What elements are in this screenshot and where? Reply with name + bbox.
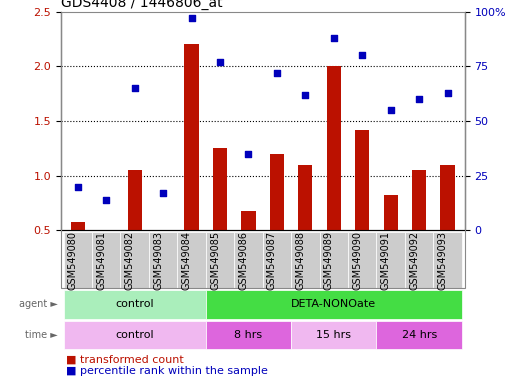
Point	[301, 92, 309, 98]
Point	[386, 107, 395, 113]
Bar	[355, 130, 370, 285]
Text: GDS4408 / 1446806_at: GDS4408 / 1446806_at	[61, 0, 222, 10]
Text: GSM549085: GSM549085	[210, 231, 220, 290]
Bar	[213, 148, 227, 285]
Text: 8 hrs: 8 hrs	[234, 330, 262, 340]
Bar	[327, 66, 341, 285]
Text: agent ►: agent ►	[19, 299, 58, 310]
Text: GSM549093: GSM549093	[438, 231, 448, 290]
Bar	[298, 165, 313, 285]
Text: GSM549087: GSM549087	[267, 231, 277, 290]
Bar	[383, 195, 398, 285]
Bar	[99, 233, 114, 285]
Point	[272, 70, 281, 76]
Point	[73, 184, 82, 190]
Point	[358, 52, 366, 58]
Text: GSM549092: GSM549092	[409, 231, 419, 290]
Text: time ►: time ►	[25, 330, 58, 340]
Text: ■ percentile rank within the sample: ■ percentile rank within the sample	[66, 366, 268, 376]
Text: 15 hrs: 15 hrs	[316, 330, 351, 340]
Bar	[184, 44, 199, 285]
Point	[102, 197, 110, 203]
Text: GSM549082: GSM549082	[125, 231, 135, 290]
Bar	[128, 170, 142, 285]
Text: GSM549083: GSM549083	[153, 231, 163, 290]
Point	[444, 89, 452, 96]
Bar	[270, 154, 284, 285]
Bar	[440, 165, 455, 285]
Text: GSM549081: GSM549081	[96, 231, 106, 290]
Bar	[241, 211, 256, 285]
Bar	[71, 222, 85, 285]
Point	[244, 151, 253, 157]
Text: GSM549091: GSM549091	[381, 231, 391, 290]
Bar	[412, 170, 426, 285]
Text: ■ transformed count: ■ transformed count	[66, 355, 184, 365]
Text: control: control	[115, 299, 154, 310]
Text: GSM549086: GSM549086	[239, 231, 249, 290]
Text: DETA-NONOate: DETA-NONOate	[291, 299, 376, 310]
Text: 24 hrs: 24 hrs	[401, 330, 437, 340]
Bar	[156, 233, 170, 285]
Text: GSM549089: GSM549089	[324, 231, 334, 290]
Text: GSM549080: GSM549080	[68, 231, 78, 290]
Point	[415, 96, 423, 102]
Text: GSM549090: GSM549090	[352, 231, 362, 290]
Point	[329, 35, 338, 41]
Point	[130, 85, 139, 91]
Text: GSM549088: GSM549088	[295, 231, 305, 290]
Text: GSM549084: GSM549084	[182, 231, 192, 290]
Point	[159, 190, 167, 196]
Point	[187, 15, 196, 21]
Text: control: control	[115, 330, 154, 340]
Point	[216, 59, 224, 65]
